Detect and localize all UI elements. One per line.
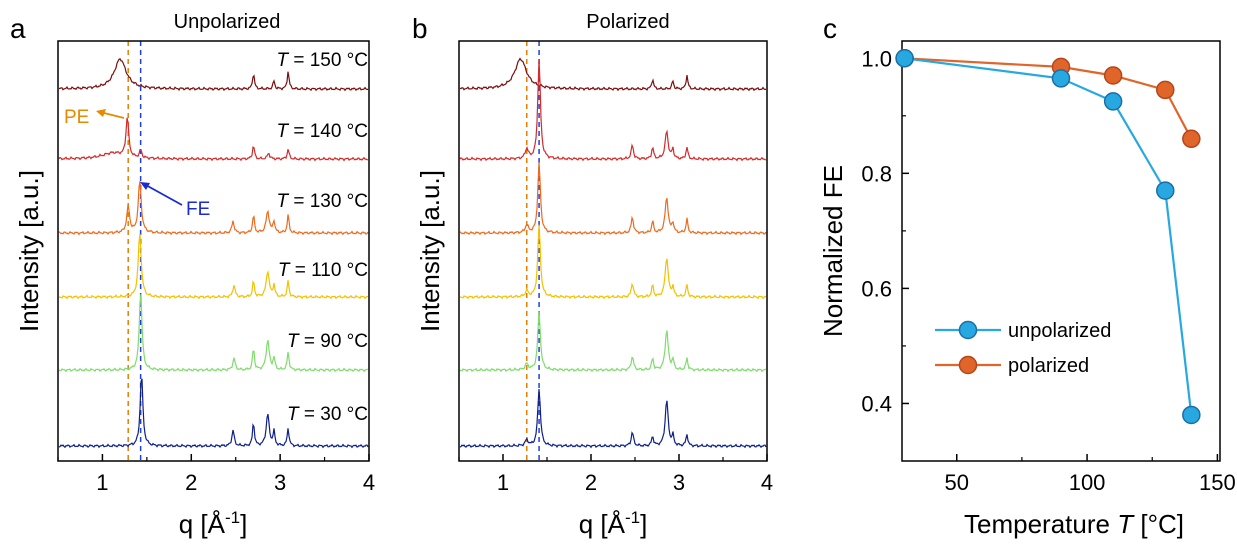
x-tick-label-b-2: 2 <box>585 470 597 495</box>
legend-marker-unpolarized <box>958 320 978 340</box>
x-tick-label-c-150: 150 <box>1199 470 1236 495</box>
data-point-unpolarized <box>1156 181 1175 200</box>
y-tick-label-c: 1.0 <box>861 46 892 71</box>
y-tick-label-c: 0.6 <box>861 276 892 301</box>
panel-letter-b: b <box>412 13 428 44</box>
x-tick-label-b-1: 1 <box>497 470 509 495</box>
data-point-unpolarized <box>1182 405 1201 425</box>
spectrum-line-a-130 <box>58 181 369 236</box>
temperature-label: T = 140 °C <box>276 121 368 142</box>
temperature-var: T <box>278 260 291 281</box>
series-line-polarized <box>904 57 1193 140</box>
y-tick-label-c: 0.8 <box>861 161 892 186</box>
temperature-value: = 30 °C <box>299 404 368 425</box>
series-c <box>895 49 1201 425</box>
legend-label-polarized: polarized <box>1008 355 1089 377</box>
panel-a-title: Unpolarized <box>174 11 281 33</box>
spectra-a <box>58 41 369 461</box>
fe-arrow <box>143 183 183 206</box>
spectrum-line-b-30 <box>459 388 767 449</box>
temperature-label: T = 110 °C <box>278 260 368 281</box>
x-tick-label-a-4: 4 <box>363 470 375 495</box>
panel-c: c 50 100 150 0.4 0.6 0.8 1.0 Normalized FE Tem… <box>818 13 1236 539</box>
x-tick-label-a-1: 1 <box>96 470 108 495</box>
spectrum-line-b-90 <box>459 311 767 373</box>
temperature-var: T <box>287 404 300 425</box>
spectrum-line-a-110 <box>58 233 369 300</box>
temperature-labels-a: T = 150 °CT = 140 °CT = 130 °CT = 110 °C… <box>276 50 368 425</box>
x-tick-label-b-4: 4 <box>761 470 773 495</box>
panel-a: a Unpolarized 1 2 3 4 Intensity [a.u.] q [Å… <box>10 11 375 539</box>
x-tick-label-c-50: 50 <box>944 470 968 495</box>
data-point-unpolarized <box>1103 92 1123 111</box>
spectrum-line-b-150 <box>459 57 766 92</box>
x-axis-label-a: q [Å-1] <box>179 508 248 539</box>
spectrum-line-a-140 <box>58 117 369 162</box>
legend-marker-polarized <box>958 355 978 375</box>
panel-letter-a: a <box>10 13 26 44</box>
temperature-value: = 110 °C <box>289 260 368 281</box>
x-tick-label-c-100: 100 <box>1069 470 1106 495</box>
temperature-value: = 130 °C <box>288 191 368 212</box>
temperature-label: T = 150 °C <box>276 50 368 71</box>
temperature-label: T = 90 °C <box>287 331 368 352</box>
data-point-polarized <box>1103 66 1123 85</box>
temperature-label: T = 130 °C <box>276 191 368 212</box>
spectrum-line-b-130 <box>459 162 767 236</box>
legend-label-unpolarized: unpolarized <box>1008 320 1111 342</box>
temperature-var: T <box>276 191 289 212</box>
spectrum-line-a-150 <box>58 57 368 92</box>
spectrum-line-b-110 <box>459 224 767 300</box>
plot-frame-c <box>901 40 1221 462</box>
y-axis-label-b: Intensity [a.u.] <box>415 170 445 332</box>
y-tick-label-c: 0.4 <box>861 391 892 416</box>
x-ticks-a: 1 2 3 4 <box>57 454 375 495</box>
temperature-value: = 140 °C <box>288 121 368 142</box>
temperature-var: T <box>287 331 300 352</box>
temperature-value: = 90 °C <box>299 331 368 352</box>
x-axis-label-b: q [Å-1] <box>579 508 648 539</box>
x-axis-label-c: Temperature T [°C] <box>964 509 1184 539</box>
y-axis-label-c: Normalized FE <box>818 165 848 337</box>
legend-c: unpolarized polarized <box>935 320 1111 377</box>
x-tick-label-a-3: 3 <box>274 470 286 495</box>
data-point-unpolarized <box>1051 69 1071 88</box>
fe-arrowhead <box>140 182 150 190</box>
data-point-polarized <box>1182 129 1201 149</box>
spectra-b <box>459 41 767 461</box>
ticks-c: 50 100 150 0.4 0.6 0.8 1.0 <box>861 46 1235 495</box>
temperature-label: T = 30 °C <box>287 404 368 425</box>
data-point-polarized <box>1156 80 1175 100</box>
plot-frame-b <box>458 40 768 462</box>
x-tick-label-b-3: 3 <box>673 470 685 495</box>
panel-b-title: Polarized <box>586 11 669 33</box>
temperature-var: T <box>276 50 289 71</box>
temperature-value: = 150 °C <box>288 50 368 71</box>
y-axis-label-a: Intensity [a.u.] <box>14 170 44 332</box>
pe-arrowhead <box>96 109 106 117</box>
panel-b: b Polarized 1 2 3 4 Intensity [a.u.] q [Å-1… <box>412 11 773 539</box>
x-ticks-b: 1 2 3 4 <box>458 454 773 495</box>
pe-annotation: PE <box>64 107 89 128</box>
temperature-var: T <box>276 121 289 142</box>
fe-annotation: FE <box>186 199 210 220</box>
panel-letter-c: c <box>823 13 837 44</box>
spectrum-line-b-140 <box>459 59 767 162</box>
x-tick-label-a-2: 2 <box>185 470 197 495</box>
spectrum-line-a-90 <box>58 293 369 373</box>
data-point-unpolarized <box>895 49 914 68</box>
plot-frame-a <box>57 40 370 462</box>
spectrum-line-a-30 <box>58 378 369 449</box>
